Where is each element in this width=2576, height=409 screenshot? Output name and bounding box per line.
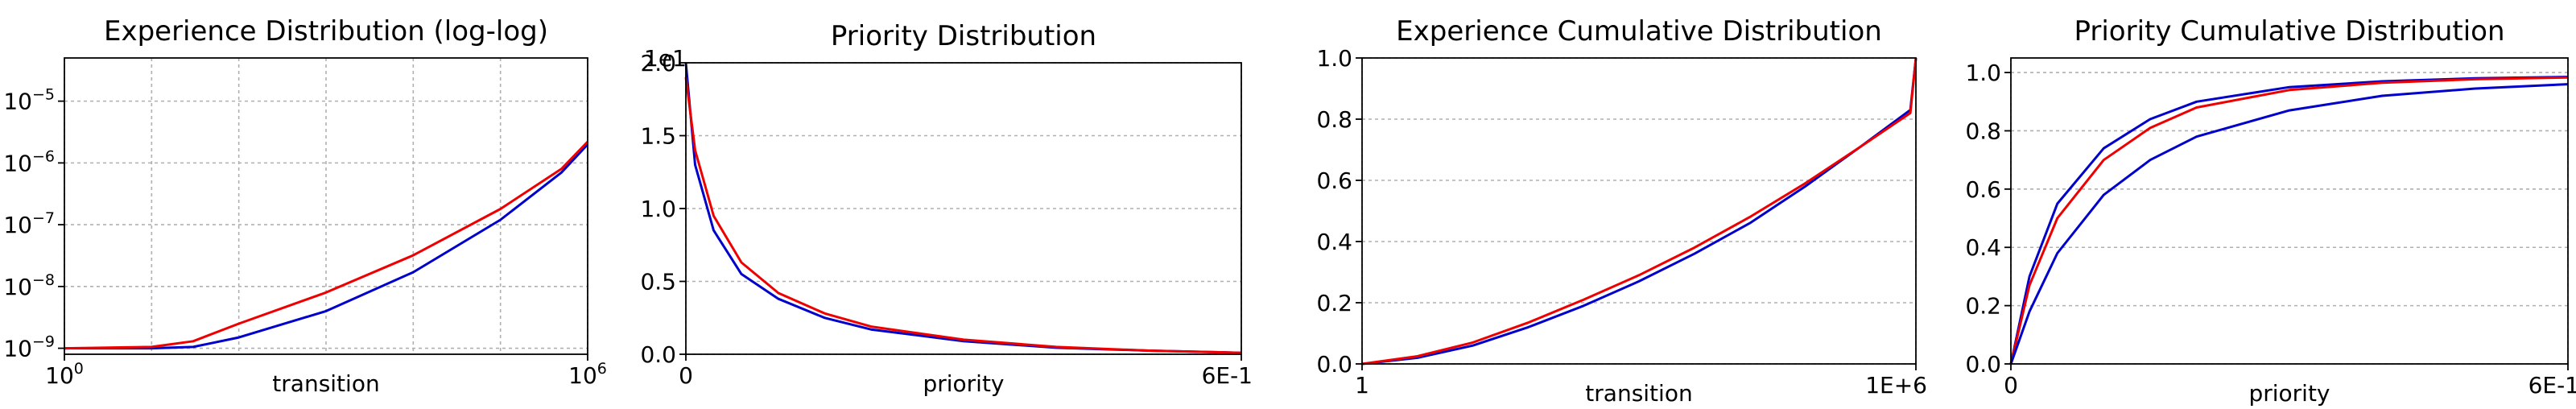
y-tick-label: 0.2 — [1965, 293, 2001, 320]
x-axis-label: transition — [1585, 380, 1692, 407]
panel-experience-distribution: 10−9 10−8 10−7 10−6 10−5 100 106 Experience Di… — [3, 15, 607, 397]
series-line-0 — [64, 143, 589, 350]
y-tick-label: 0.8 — [1965, 118, 2001, 144]
series-line-1 — [2009, 76, 2569, 365]
y-tick-label: 1.5 — [640, 123, 676, 150]
y-offset-label: 1e1 — [644, 45, 687, 72]
x-axis-label: transition — [272, 370, 379, 397]
y-tick-label: 10−7 — [3, 209, 55, 238]
plot-area: 10−9 10−8 10−7 10−6 10−5 100 106 — [3, 57, 607, 389]
y-tick-label: 0.2 — [1316, 290, 1352, 316]
y-tick-label: 0.8 — [1316, 106, 1352, 133]
x-tick-label: 1 — [1355, 372, 1369, 399]
y-tick-label: 0.4 — [1316, 229, 1352, 255]
chart-title: Experience Distribution (log-log) — [104, 15, 548, 48]
series-line-1 — [684, 76, 1242, 354]
y-tick-label: 10−6 — [3, 147, 55, 176]
chart-title: Priority Distribution — [831, 20, 1096, 52]
plot-area: 0.0 0.2 0.4 0.6 0.8 1.0 0 6E-1 — [1965, 57, 2576, 399]
y-tick-label: 1.0 — [1965, 60, 2001, 86]
chart-title: Experience Cumulative Distribution — [1396, 15, 1882, 48]
panel-priority-cumulative: 0.0 0.2 0.4 0.6 0.8 1.0 0 6E-1 Priority Cumulat… — [1965, 15, 2576, 407]
x-tick-label: 1E+6 — [1865, 372, 1927, 399]
x-tick-label: 0 — [679, 362, 693, 389]
y-tick-label: 10−8 — [3, 271, 55, 300]
y-tick-label: 0.5 — [640, 269, 676, 295]
x-axis-label: priority — [923, 370, 1004, 397]
y-tick-label: 2.0 — [640, 50, 676, 76]
x-tick-label: 0 — [2004, 372, 2018, 399]
x-axis-label: priority — [2248, 380, 2330, 407]
y-tick-label: 1.0 — [1316, 45, 1352, 72]
panel-priority-distribution: 0.0 0.5 1.0 1.5 2.0 0 6E-1 Priority Distributi… — [640, 20, 1253, 397]
y-tick-label: 0.0 — [1316, 351, 1352, 378]
x-tick-label: 6E-1 — [1202, 362, 1253, 389]
y-tick-label: 1.0 — [640, 196, 676, 222]
y-tick-label: 0.0 — [1965, 351, 2001, 378]
chart-title: Priority Cumulative Distribution — [2074, 15, 2504, 48]
x-tick-label: 106 — [568, 360, 607, 389]
panel-experience-cumulative: 0.0 0.2 0.4 0.6 0.8 1.0 1 1E+6 Experience Cumul… — [1316, 15, 1927, 407]
y-tick-label: 10−5 — [3, 86, 55, 115]
series-line-1 — [1361, 57, 1918, 366]
y-tick-label: 0.6 — [1965, 176, 2001, 203]
x-tick-label: 6E-1 — [2529, 372, 2576, 399]
y-tick-label: 0.4 — [1965, 234, 2001, 261]
plot-area: 0.0 0.5 1.0 1.5 2.0 0 6E-1 — [640, 50, 1253, 389]
series-line-0 — [2009, 76, 2569, 365]
y-tick-label: 0.6 — [1316, 167, 1352, 194]
plot-frame — [2010, 57, 2569, 365]
x-tick-label: 100 — [45, 360, 84, 389]
y-tick-label: 10−9 — [3, 333, 55, 362]
series-line-2 — [2009, 83, 2569, 365]
y-tick-label: 0.0 — [640, 341, 676, 368]
series-line-0 — [684, 62, 1242, 354]
series-line-0 — [1361, 57, 1918, 366]
plot-frame — [64, 57, 588, 355]
plot-area: 0.0 0.2 0.4 0.6 0.8 1.0 1 1E+6 — [1316, 45, 1927, 399]
series-line-1 — [64, 141, 589, 350]
plot-frame — [1361, 57, 1917, 365]
